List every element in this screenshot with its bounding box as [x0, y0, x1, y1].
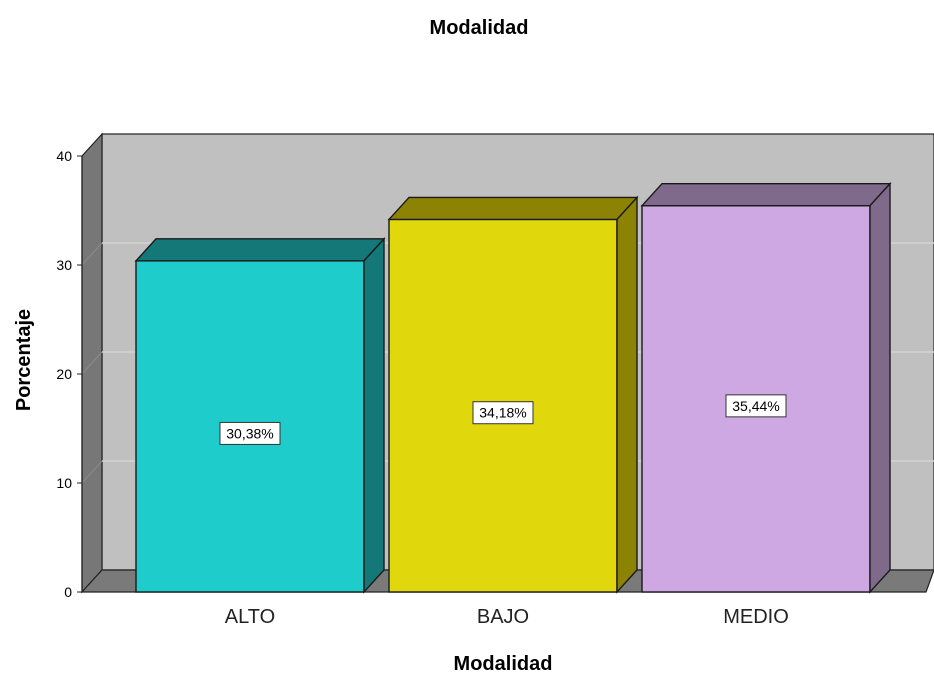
x-axis: ALTO BAJO MEDIO — [225, 606, 789, 628]
bar-medio: 35,44% — [640, 181, 892, 594]
data-label: 34,18% — [479, 405, 526, 421]
bar-side — [869, 181, 891, 594]
y-tick-label: 40 — [56, 148, 72, 164]
bar-side — [616, 195, 638, 594]
x-tick-label: ALTO — [225, 606, 275, 628]
y-axis-title: Porcentaje — [13, 309, 35, 411]
x-axis-title: Modalidad — [454, 653, 553, 674]
bars: 30,38% 34,18% 35,44% — [134, 181, 892, 594]
gridline-side — [81, 460, 103, 484]
bar-top — [134, 238, 386, 262]
y-axis: 0 10 20 30 40 — [56, 148, 83, 600]
y-tick-label: 30 — [56, 257, 72, 273]
y-tick-label: 20 — [56, 366, 72, 382]
gridline-side — [81, 242, 103, 266]
x-tick-label: BAJO — [477, 606, 529, 628]
y-tick-label: 10 — [56, 475, 72, 491]
y-tick-label: 0 — [64, 584, 72, 600]
bar-top — [387, 196, 639, 221]
bar-alto: 30,38% — [134, 237, 386, 594]
data-label: 35,44% — [732, 398, 779, 414]
data-label: 30,38% — [226, 425, 273, 441]
bar-side — [363, 237, 385, 594]
bar-bajo: 34,18% — [387, 195, 639, 594]
bar-top — [640, 183, 892, 207]
data-label-box — [472, 401, 534, 425]
gridline-side — [81, 351, 103, 375]
chart-title: Modalidad — [430, 17, 529, 39]
x-tick-label: MEDIO — [723, 606, 789, 628]
data-label-box — [219, 421, 281, 445]
data-label-box — [725, 394, 787, 418]
